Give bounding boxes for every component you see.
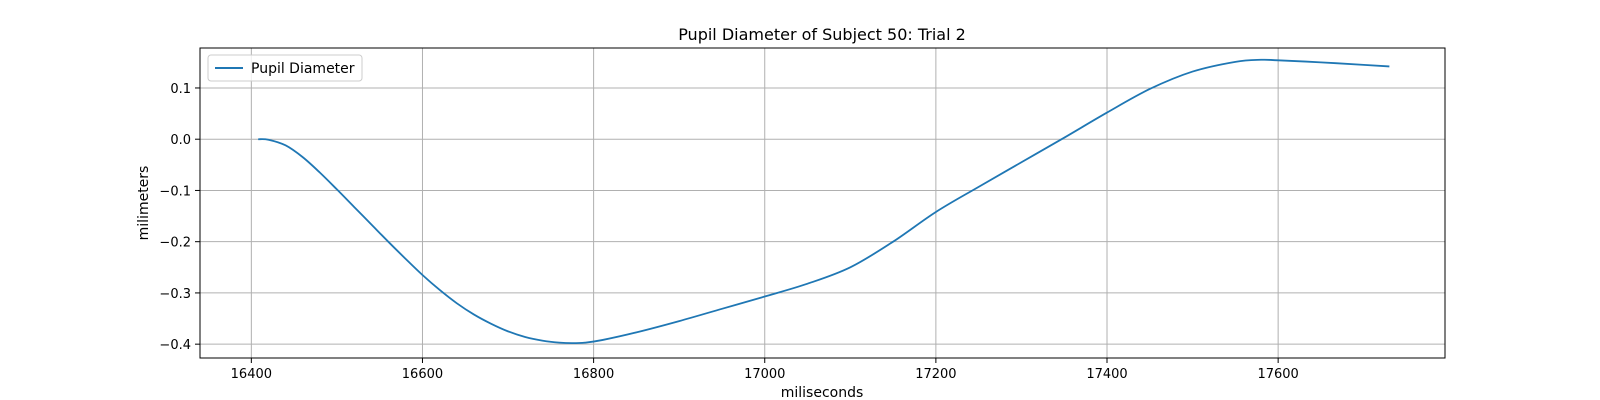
y-tick-label: −0.3	[159, 287, 191, 302]
legend-label: Pupil Diameter	[251, 61, 355, 77]
x-tick-label: 16800	[573, 367, 614, 382]
grid-layer	[200, 48, 1445, 358]
y-tick-label: −0.2	[159, 236, 191, 251]
plot-frame	[199, 47, 1446, 359]
y-tick-label: 0.1	[170, 82, 191, 97]
x-axis-label: miliseconds	[781, 385, 864, 400]
chart-title: Pupil Diameter of Subject 50: Trial 2	[678, 25, 966, 44]
legend: Pupil Diameter	[207, 54, 363, 82]
y-axis-label: milimeters	[136, 166, 152, 241]
legend-box	[207, 54, 363, 82]
x-tick-label: 17200	[915, 367, 956, 382]
x-tick-label: 16400	[231, 367, 272, 382]
x-tick-label: 17600	[1257, 367, 1298, 382]
y-tick-label: 0.0	[170, 133, 191, 148]
y-tick-label: −0.4	[159, 338, 191, 353]
x-tick-label: 16600	[402, 367, 443, 382]
plot-layer	[258, 58, 1390, 345]
x-tick-label: 17400	[1086, 367, 1127, 382]
series-line-pupil-diameter	[258, 58, 1390, 345]
y-tick-label: −0.1	[159, 184, 191, 199]
x-tick-label: 17000	[744, 367, 785, 382]
tick-layer: 16400 16600 16800 17000 17200 17400 17600 0.1 0.…	[159, 82, 1298, 382]
